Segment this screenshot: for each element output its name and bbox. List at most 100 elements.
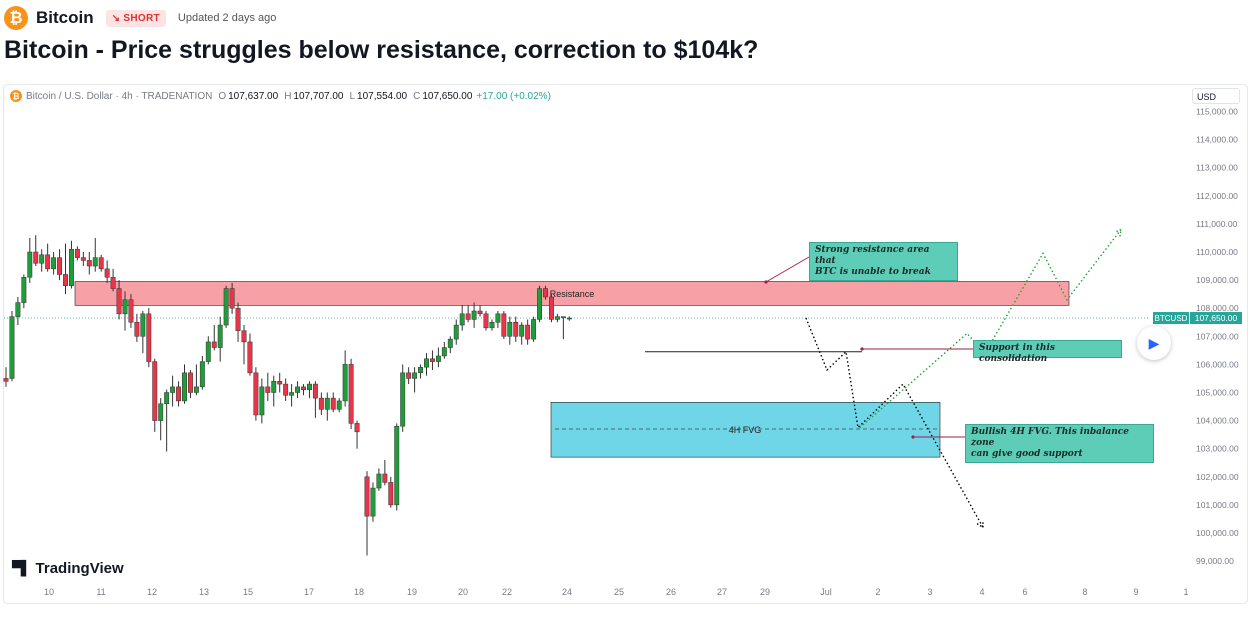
candle-body — [295, 386, 301, 393]
play-button[interactable]: ▶ — [1137, 326, 1171, 360]
candle-body — [182, 372, 187, 402]
badge-label: SHORT — [123, 12, 160, 24]
legend-symbol[interactable]: Bitcoin / U.S. Dollar · 4h · TRADENATION — [26, 90, 213, 102]
candle-body — [140, 313, 146, 337]
x-tick-label: Jul — [820, 587, 832, 597]
candle-body — [259, 386, 265, 416]
candle-body — [424, 358, 429, 368]
currency-button[interactable]: USD — [1192, 88, 1240, 104]
candle-body — [152, 361, 158, 421]
candle-body — [554, 316, 560, 320]
chart-container[interactable] — [3, 84, 1248, 604]
x-tick-label: 9 — [1133, 587, 1138, 597]
resistance-label: Resistance — [550, 289, 595, 299]
candle-body — [354, 423, 360, 433]
x-tick-label: 8 — [1082, 587, 1087, 597]
candle-body — [146, 313, 152, 362]
candle-body — [412, 372, 418, 379]
legend-close: 107,650.00 — [422, 90, 473, 102]
candle-body — [312, 383, 318, 399]
bullish-arrow-head — [1114, 228, 1122, 237]
candle-body — [543, 288, 548, 298]
price-tag-value: 107,650.00 — [1195, 313, 1238, 323]
bearish-projection-path — [805, 317, 984, 528]
candle-body — [477, 310, 483, 315]
y-tick-label: 100,000.00 — [1196, 528, 1239, 538]
candle-body — [92, 257, 98, 267]
candle-body — [465, 313, 471, 320]
candle-body — [21, 277, 27, 303]
price-tag-value-bg — [1190, 312, 1242, 325]
x-tick-label: 26 — [666, 587, 676, 597]
candle-body — [324, 397, 330, 410]
updated-time: Updated 2 days ago — [177, 12, 277, 24]
brand-name: TradingView — [35, 560, 124, 577]
asset-name[interactable]: Bitcoin — [36, 8, 94, 27]
candle-body — [549, 296, 554, 320]
candle-body — [459, 313, 465, 326]
x-tick-label: 20 — [458, 587, 468, 597]
fvg-note-anchor — [911, 435, 915, 439]
y-tick-label: 101,000.00 — [1196, 500, 1239, 510]
candle-body — [63, 274, 68, 286]
tradingview-logo[interactable]: ▀▌ TradingView — [12, 560, 124, 577]
candle-body — [116, 288, 122, 315]
candle-body — [199, 361, 205, 388]
resistance-note-connector — [765, 256, 810, 283]
candle-body — [531, 319, 537, 340]
candle-body — [277, 381, 283, 385]
candle-body — [376, 473, 382, 489]
candle-body — [507, 322, 513, 337]
x-tick-label: 10 — [44, 587, 54, 597]
x-tick-label: 4 — [979, 587, 984, 597]
x-tick-label: 24 — [562, 587, 572, 597]
legend-open: 107,637.00 — [228, 90, 279, 102]
resistance-note: Strong resistance area that BTC is unabl… — [809, 242, 958, 281]
price-tag-symbol: BTCUSD — [1155, 314, 1188, 323]
x-tick-label: 11 — [96, 587, 105, 597]
candle-body — [435, 355, 441, 362]
candle-body — [9, 316, 15, 379]
y-tick-label: 104,000.00 — [1196, 416, 1239, 426]
legend-open-label: O — [218, 90, 227, 102]
candle-body — [51, 257, 57, 270]
candle-body — [394, 425, 400, 506]
candle-body — [176, 386, 182, 402]
x-tick-label: 1 — [1183, 587, 1188, 597]
y-tick-label: 108,000.00 — [1196, 303, 1239, 313]
candle-body — [560, 316, 566, 318]
fvg-note: Bullish 4H FVG. This inbalance zone can … — [965, 424, 1154, 463]
fvg-zone — [550, 402, 941, 458]
candle-body — [217, 324, 223, 348]
y-tick-label: 113,000.00 — [1196, 163, 1238, 173]
candle-body — [330, 397, 336, 410]
candle-body — [566, 317, 572, 320]
fvg-label: 4H FVG — [729, 425, 762, 435]
candle-body — [211, 341, 217, 348]
bitcoin-logo-icon: ₿ — [4, 6, 28, 30]
candle-body — [489, 322, 495, 329]
x-tick-label: 12 — [147, 587, 157, 597]
idea-title: Bitcoin - Price struggles below resistan… — [4, 36, 759, 64]
candle-body — [69, 248, 74, 286]
candle-body — [253, 372, 259, 416]
resistance-note-anchor — [764, 280, 768, 284]
candle-body — [406, 372, 412, 379]
candle-body — [289, 392, 295, 396]
candle-body — [122, 299, 128, 315]
candle-body — [525, 324, 531, 340]
candle-body — [45, 254, 51, 270]
consolidation-note: Support in this consolidation — [973, 340, 1122, 364]
candle-body — [235, 307, 241, 331]
candle-body — [110, 277, 116, 289]
candle-body — [27, 251, 33, 278]
short-badge: ↘ SHORT — [105, 9, 166, 27]
x-tick-label: 27 — [717, 587, 727, 597]
candle-body — [164, 392, 170, 404]
x-tick-label: 19 — [407, 587, 417, 597]
candle-body — [193, 386, 199, 393]
resistance-note-line-1: Strong resistance area that — [815, 245, 930, 266]
y-tick-label: 115,000.00 — [1196, 107, 1238, 117]
legend-low: 107,554.00 — [357, 90, 408, 102]
